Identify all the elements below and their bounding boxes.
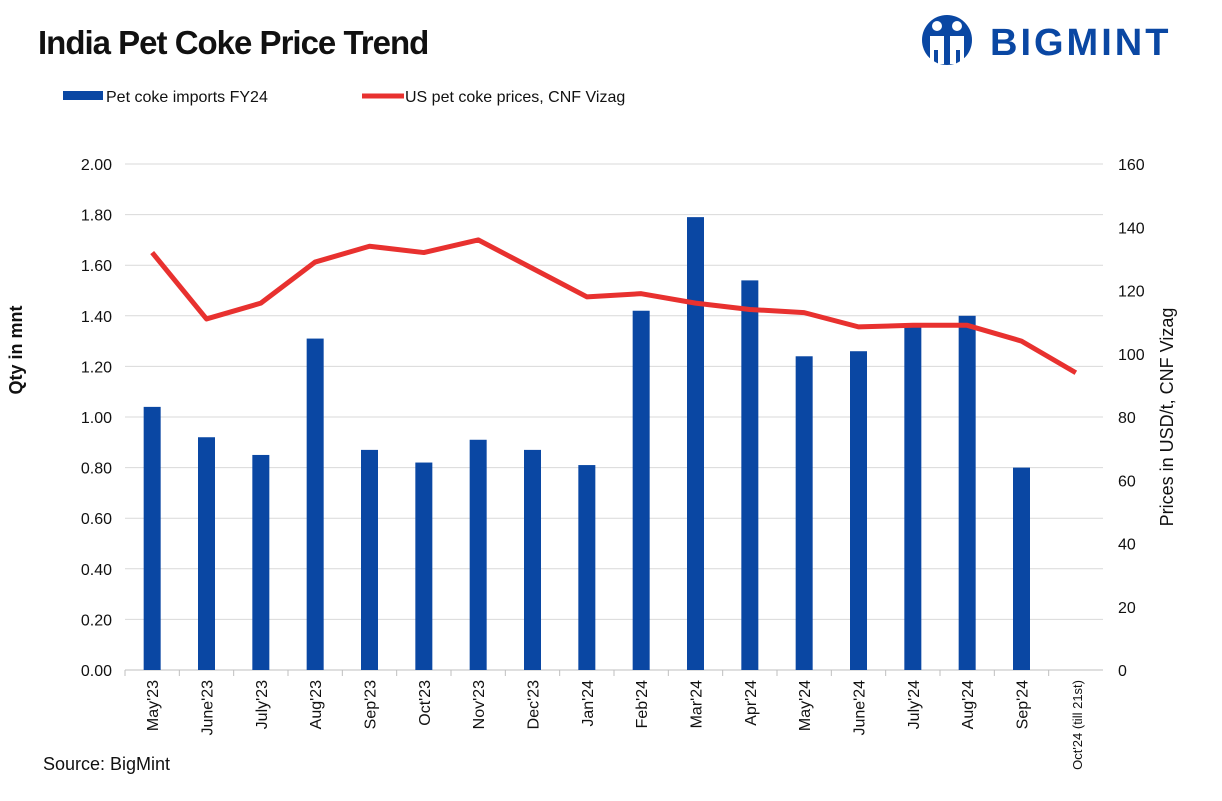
bar (198, 437, 215, 670)
x-tick-label: Feb'24 (634, 680, 651, 729)
bar (524, 449, 541, 670)
y-tick-label: 2.00 (81, 157, 112, 174)
bar (687, 217, 704, 670)
y2-tick-label: 60 (1118, 473, 1136, 490)
x-tick-label: Mar'24 (689, 680, 706, 729)
bar (958, 315, 976, 670)
bar (306, 338, 324, 670)
y-tick-label: 1.60 (81, 258, 112, 275)
y2-axis-title: Prices in USD/t, CNF Vizag (1157, 308, 1177, 527)
y2-tick-label: 0 (1118, 663, 1127, 680)
y-tick-label: 0.20 (81, 612, 112, 629)
y2-tick-label: 40 (1118, 537, 1136, 554)
x-tick-label: June'24 (852, 680, 869, 736)
x-tick-label: July'24 (906, 680, 923, 729)
x-tick-label: Sep'24 (1015, 680, 1032, 729)
bar (578, 465, 596, 670)
y-tick-label: 0.00 (81, 663, 112, 680)
bar (469, 439, 487, 670)
y-tick-label: 0.80 (81, 461, 112, 478)
x-tick-label: Aug'24 (960, 680, 977, 729)
bar (252, 454, 270, 670)
x-tick-label: Aug'23 (308, 680, 325, 729)
bar (632, 310, 650, 670)
y-tick-label: 1.40 (81, 309, 112, 326)
x-tick-label: Sep'23 (363, 680, 380, 729)
x-tick-label: June'23 (200, 680, 217, 736)
x-tick-label: Apr'24 (743, 680, 760, 726)
bar (850, 351, 867, 670)
x-tick-label: Oct'23 (417, 680, 434, 726)
x-tick-label: July'23 (254, 680, 271, 729)
y2-tick-label: 160 (1118, 157, 1145, 174)
y2-tick-label: 140 (1118, 220, 1145, 237)
x-tick-label: Jan'24 (580, 680, 597, 727)
x-tick-label: Oct'24 (till 21st) (1070, 680, 1085, 770)
line (150, 237, 1078, 375)
legend-label: US pet coke prices, CNF Vizag (405, 89, 625, 106)
x-tick-label: May'23 (145, 680, 162, 731)
logo-text: BIGMINT (990, 22, 1171, 64)
bar (415, 462, 433, 670)
y-tick-label: 0.40 (81, 562, 112, 579)
x-tick-label: May'24 (797, 680, 814, 731)
bar (741, 280, 759, 670)
y-axis-title: Qty in mnt (6, 305, 26, 394)
legend-label: Pet coke imports FY24 (106, 89, 268, 106)
y2-tick-label: 120 (1118, 284, 1145, 301)
y2-tick-label: 20 (1118, 600, 1136, 617)
y-tick-label: 0.60 (81, 511, 112, 528)
bar (361, 449, 378, 670)
bar (1013, 467, 1030, 670)
bar (904, 323, 922, 670)
source: Source: BigMint (43, 754, 170, 774)
bar (143, 406, 161, 670)
y-tick-label: 1.00 (81, 410, 112, 427)
x-tick-label: Nov'23 (471, 680, 488, 729)
logo-icon (922, 15, 972, 65)
y2-tick-label: 80 (1118, 410, 1136, 427)
y-tick-label: 1.80 (81, 208, 112, 225)
bar (795, 356, 813, 670)
y-tick-label: 1.20 (81, 359, 112, 376)
y2-tick-label: 100 (1118, 347, 1145, 364)
x-tick-label: Dec'23 (526, 680, 543, 729)
chart-title: India Pet Coke Price Trend (38, 24, 428, 61)
legend-swatch (63, 91, 103, 100)
